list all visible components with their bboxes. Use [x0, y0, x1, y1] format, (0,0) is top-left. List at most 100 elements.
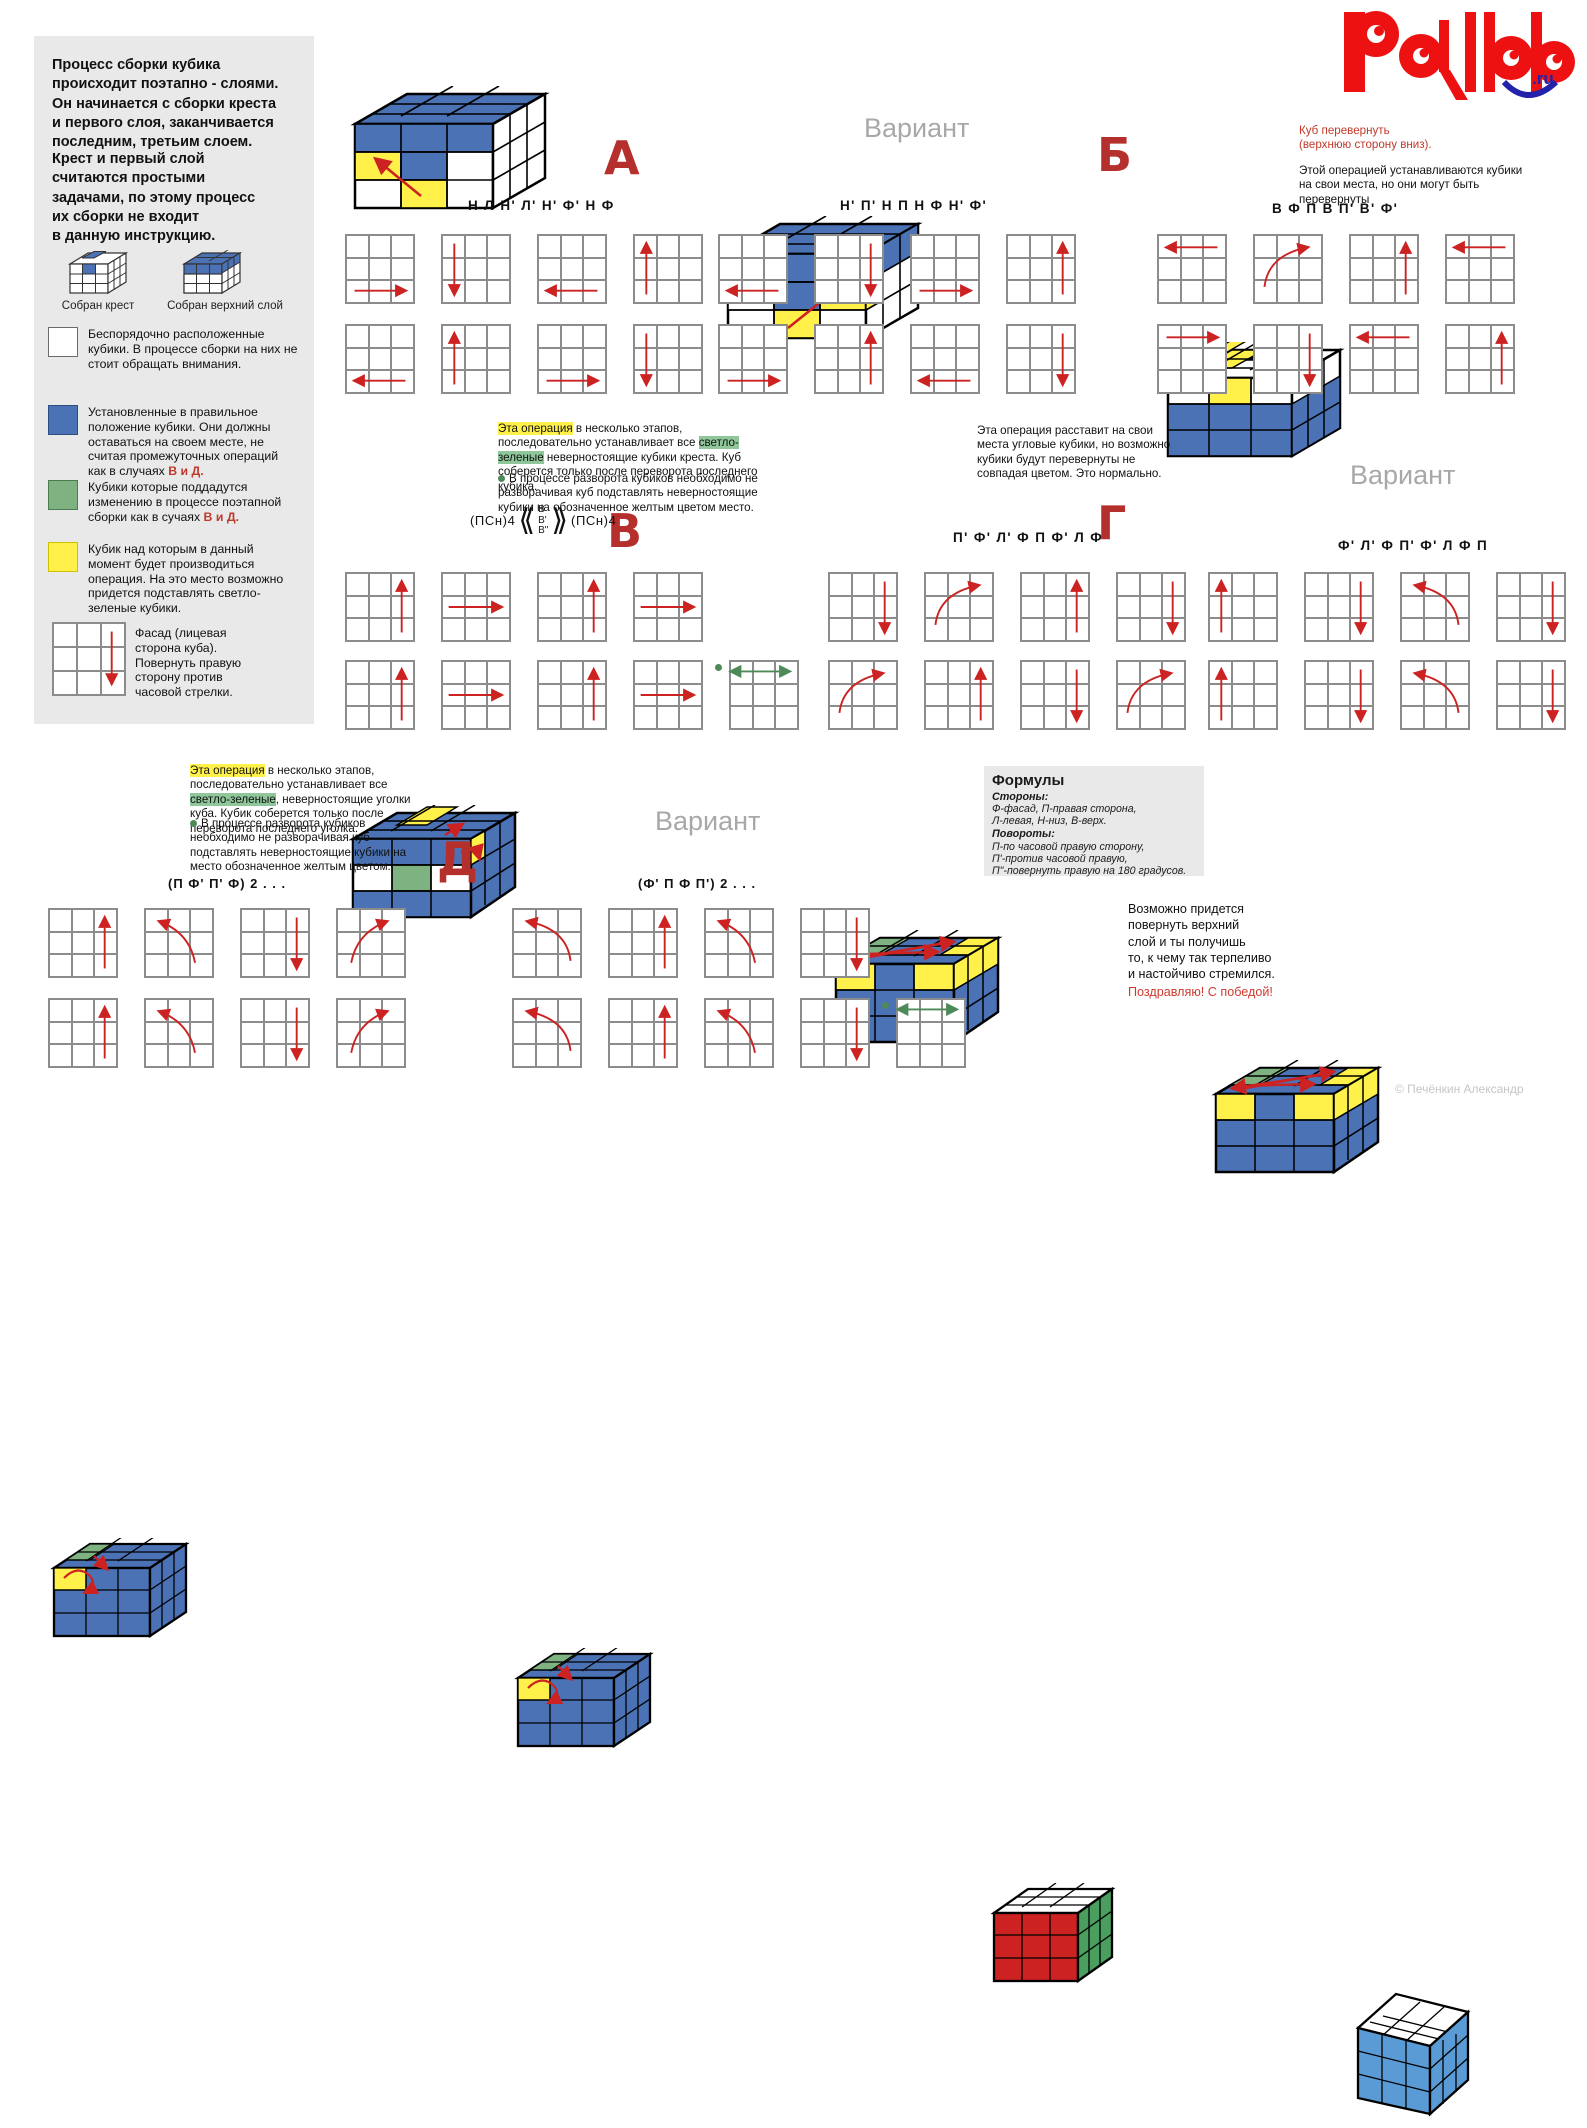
face-cell [1492, 326, 1513, 347]
face-cell [264, 1022, 286, 1044]
cube-diagram-v [345, 805, 1587, 930]
move-face-grid [1116, 660, 1186, 730]
face-cell [635, 684, 656, 706]
face-cell [536, 1000, 558, 1021]
face-cell [1492, 258, 1513, 280]
move-face-grid [1349, 324, 1419, 394]
note-d-highlight-yellow: Эта операция [190, 764, 265, 777]
face-cell [1181, 258, 1203, 280]
legend-item-white: Беспорядочно расположенные кубики. В про… [48, 327, 298, 371]
move-face-grid [814, 324, 884, 394]
face-cell [242, 955, 263, 976]
face-cell [514, 910, 535, 931]
move-step [718, 234, 788, 304]
face-cell [861, 281, 882, 302]
move-face-grid [441, 572, 511, 642]
face-cell [369, 574, 391, 595]
face-cell [847, 1022, 868, 1044]
face-cell [1232, 619, 1254, 640]
move-face-grid [240, 908, 310, 978]
move-face-grid [441, 234, 511, 304]
face-cell [360, 955, 382, 976]
move-step [633, 660, 703, 730]
move-face-grid [144, 998, 214, 1068]
face-cell [1053, 236, 1074, 257]
face-cell [1163, 684, 1184, 706]
move-step [48, 998, 118, 1068]
face-cell [948, 596, 970, 618]
face-cell [912, 348, 933, 370]
face-cell [1255, 574, 1276, 595]
face-cell [1044, 662, 1066, 683]
face-cell [443, 684, 464, 706]
move-face-grid [537, 324, 607, 394]
section-letter-d: Д [437, 832, 478, 886]
face-cell [1351, 596, 1372, 618]
face-cell [971, 662, 992, 683]
face-cell [816, 258, 837, 280]
face-cell [443, 574, 464, 595]
face-cell [824, 932, 846, 954]
face-cell [1022, 574, 1043, 595]
face-cell [1402, 707, 1423, 728]
move-face-grid [924, 660, 994, 730]
face-cell [1210, 684, 1231, 706]
face-cell [971, 596, 992, 618]
face-cell [287, 910, 308, 931]
face-cell [1351, 619, 1372, 640]
face-cell [191, 1045, 212, 1066]
face-cell [1159, 348, 1180, 370]
face-cell [465, 371, 487, 392]
move-step [924, 660, 994, 730]
face-cell [347, 371, 368, 392]
face-cell [1373, 348, 1395, 370]
face-cell [561, 371, 583, 392]
face-legend-text: Фасад (лицевая сторона куба). Повернуть … [135, 626, 242, 699]
move-face-grid [924, 572, 994, 642]
face-cell [802, 1022, 823, 1044]
move-face-grid [728, 660, 799, 730]
face-cell [742, 281, 764, 302]
move-step [1116, 660, 1186, 730]
note-d-bullet: В процессе разворота кубиков необходимо … [190, 817, 415, 875]
face-cell [728, 1022, 750, 1044]
face-cell [1498, 684, 1519, 706]
move-step [336, 908, 406, 978]
face-cell [1447, 326, 1468, 347]
face-cell [824, 1000, 846, 1021]
face-cell [1277, 236, 1299, 257]
face-cell [561, 236, 583, 257]
face-cell [1328, 707, 1350, 728]
face-cell [561, 596, 583, 618]
legend-item-yellow: Кубик над которым в данный момент будет … [48, 542, 298, 616]
note-v-highlight-yellow: Эта операция [498, 422, 573, 435]
move-face-grid [537, 660, 607, 730]
face-cell [706, 1045, 727, 1066]
face-cell [369, 348, 391, 370]
face-cell [1008, 281, 1029, 302]
face-cell [706, 955, 727, 976]
face-cell [347, 348, 368, 370]
face-cell [539, 348, 560, 370]
face-cell [1255, 619, 1276, 640]
move-step [345, 660, 415, 730]
face-cell [392, 619, 413, 640]
move-face-grid [1253, 324, 1323, 394]
formula-d: (П Ф' П' Ф) 2 . . . [168, 876, 287, 891]
move-step [1208, 660, 1278, 730]
move-face-grid [48, 998, 118, 1068]
face-cell [1351, 684, 1372, 706]
face-cell [191, 955, 212, 976]
face-cell [465, 348, 487, 370]
face-cell [392, 281, 413, 302]
face-cell [875, 707, 896, 728]
face-cell [847, 955, 868, 976]
face-cell [1255, 371, 1276, 392]
face-cell [926, 619, 947, 640]
face-cell [1022, 619, 1043, 640]
face-cell [50, 932, 71, 954]
face-cell [1118, 707, 1139, 728]
legend-text-yellow: Кубик над которым в данный момент будет … [88, 542, 284, 615]
face-cell [146, 1045, 167, 1066]
move-step [1208, 572, 1278, 642]
